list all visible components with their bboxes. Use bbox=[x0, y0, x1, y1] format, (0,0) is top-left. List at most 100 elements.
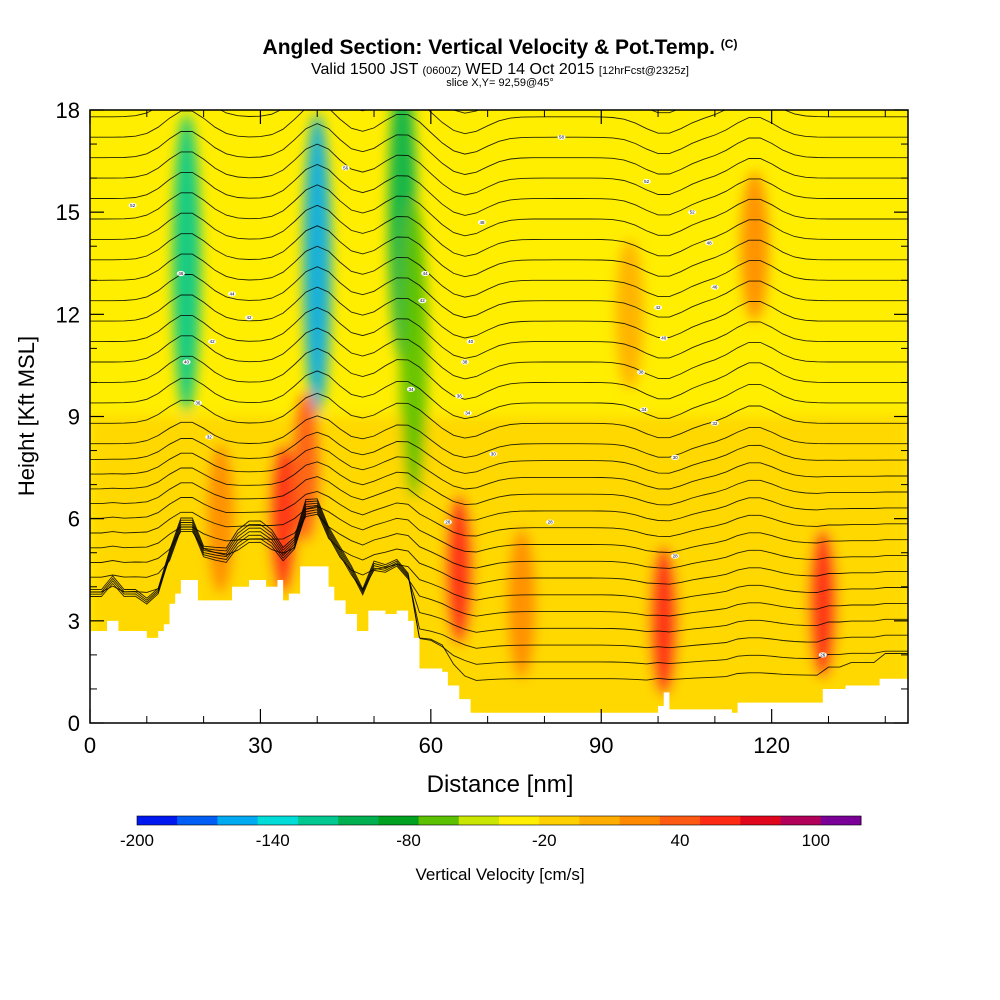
theta-label-18: 30 bbox=[489, 451, 498, 457]
valid-time-a: Valid 1500 JST bbox=[311, 61, 419, 78]
theta-label-26: 30 bbox=[671, 454, 680, 460]
theta-label-3: 36 bbox=[193, 400, 202, 406]
theta-label-15: 34 bbox=[463, 410, 472, 416]
theta-label-bg bbox=[421, 270, 430, 277]
y-tick-label: 3 bbox=[68, 609, 80, 634]
colorbar-swatch-9 bbox=[499, 816, 540, 825]
theta-label-text: 32 bbox=[712, 421, 718, 426]
theta-label-16: 40 bbox=[466, 338, 475, 345]
velocity-cell-10 bbox=[507, 528, 536, 679]
chart-title-text: Angled Section: Vertical Velocity & Pot.… bbox=[262, 36, 715, 59]
theta-label-text: 58 bbox=[559, 135, 565, 140]
terrain-mask bbox=[90, 566, 908, 723]
theta-label-bg bbox=[182, 359, 191, 365]
colorbar-tick-label: -20 bbox=[532, 831, 557, 850]
theta-label-text: 52 bbox=[130, 203, 136, 208]
velocity-cell-7 bbox=[445, 494, 474, 645]
theta-label-4: 32 bbox=[205, 434, 214, 440]
theta-label-bg bbox=[176, 270, 185, 277]
theta-label-text: 26 bbox=[820, 652, 826, 657]
theta-label-0: 52 bbox=[128, 202, 137, 208]
velocity-cell-0 bbox=[172, 113, 201, 414]
theta-label-bg bbox=[639, 407, 648, 413]
theta-contour-14 bbox=[90, 415, 908, 459]
theta-label-bg bbox=[128, 202, 137, 208]
plot-area: 52 46 40 36 32 42 44 42 56 34 42 44 28 36 38 34 40 48 30 28… bbox=[90, 110, 908, 723]
theta-label-2: 40 bbox=[182, 359, 191, 365]
y-tick-label: 18 bbox=[56, 98, 80, 123]
theta-label-bg bbox=[460, 359, 469, 365]
theta-label-bg bbox=[705, 240, 714, 246]
theta-contour-28 bbox=[90, 123, 908, 175]
y-tick-label: 6 bbox=[68, 507, 80, 532]
theta-label-5: 42 bbox=[208, 338, 217, 345]
theta-contour-9 bbox=[90, 491, 908, 538]
theta-label-text: 48 bbox=[707, 240, 713, 245]
colorbar-swatch-4 bbox=[297, 816, 339, 825]
theta-contour-2 bbox=[90, 502, 908, 649]
theta-label-text: 34 bbox=[408, 387, 414, 392]
theta-label-text: 30 bbox=[673, 455, 679, 460]
theta-label-text: 42 bbox=[247, 315, 253, 320]
theta-contour-23 bbox=[90, 225, 908, 278]
theta-contour-24 bbox=[90, 204, 908, 257]
theta-label-bg bbox=[443, 519, 452, 525]
theta-label-28: 52 bbox=[688, 209, 697, 215]
colorbar-tick-label: -80 bbox=[396, 831, 421, 850]
theta-label-bg bbox=[659, 335, 668, 341]
theta-label-bg bbox=[710, 284, 719, 290]
theta-contour-10 bbox=[90, 476, 908, 522]
colorbar-swatch-5 bbox=[338, 816, 379, 825]
theta-label-bg bbox=[205, 434, 214, 440]
theta-label-text: 34 bbox=[465, 411, 471, 416]
theta-label-text: 30 bbox=[491, 451, 497, 456]
theta-label-text: 38 bbox=[462, 360, 468, 365]
valid-time-b: WED 14 Oct 2015 bbox=[465, 61, 595, 78]
theta-contour-8 bbox=[90, 505, 908, 553]
theta-contour-31 bbox=[452, 110, 678, 114]
theta-label-12: 28 bbox=[443, 519, 452, 525]
theta-label-text: 28 bbox=[673, 554, 679, 559]
colorbar-swatch-17 bbox=[820, 816, 862, 825]
theta-label-bg bbox=[466, 338, 475, 345]
colorbar-tick-label: 100 bbox=[802, 831, 830, 850]
colorbar-swatch-15 bbox=[740, 816, 782, 825]
colorbar-tick-label: 40 bbox=[671, 831, 690, 850]
theta-label-bg bbox=[228, 291, 237, 297]
theta-label-6: 44 bbox=[228, 291, 237, 297]
theta-contour-17 bbox=[90, 347, 908, 400]
theta-label-text: 52 bbox=[690, 210, 696, 215]
theta-label-10: 42 bbox=[418, 298, 427, 304]
theta-contour-21 bbox=[90, 266, 908, 319]
x-axis-label: Distance [nm] bbox=[427, 771, 574, 798]
theta-label-11: 44 bbox=[421, 270, 430, 277]
theta-label-text: 40 bbox=[661, 336, 667, 341]
theta-label-bg bbox=[341, 165, 350, 171]
theta-label-text: 44 bbox=[230, 291, 236, 296]
theta-contour-26 bbox=[90, 164, 908, 216]
theta-contour-18 bbox=[90, 327, 908, 380]
theta-contour-4 bbox=[90, 507, 908, 617]
velocity-cell-3 bbox=[399, 198, 428, 499]
theta-label-30: 46 bbox=[710, 284, 719, 290]
velocity-cell-6 bbox=[206, 443, 235, 594]
theta-label-bg bbox=[654, 304, 663, 311]
colorbar-swatch-6 bbox=[378, 816, 420, 825]
theta-label-20: 58 bbox=[557, 134, 566, 140]
theta-label-text: 34 bbox=[641, 407, 647, 412]
velocity-cell-9 bbox=[808, 528, 837, 679]
theta-contour-3 bbox=[90, 504, 908, 633]
y-tick-label: 0 bbox=[68, 711, 80, 736]
theta-label-bg bbox=[546, 519, 555, 525]
theta-label-19: 28 bbox=[546, 519, 555, 525]
colorbar-swatch-7 bbox=[418, 816, 460, 825]
theta-label-7: 42 bbox=[245, 315, 254, 321]
chart-title-units: (C) bbox=[720, 37, 738, 51]
theta-labels: 52 46 40 36 32 42 44 42 56 34 42 44 28 36 38 34 40 48 30 28… bbox=[128, 134, 827, 658]
theta-contour-0 bbox=[90, 498, 908, 681]
theta-label-bg bbox=[418, 298, 427, 304]
theta-label-8: 56 bbox=[341, 165, 350, 171]
theta-label-bg bbox=[688, 209, 697, 215]
theta-label-24: 42 bbox=[654, 304, 663, 311]
theta-label-bg bbox=[489, 451, 498, 457]
